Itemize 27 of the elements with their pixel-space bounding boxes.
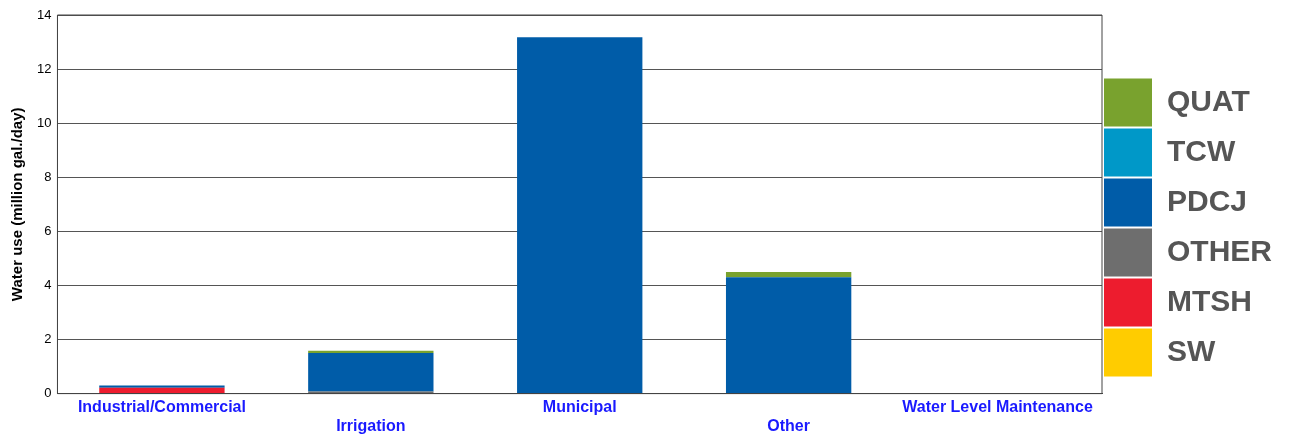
y-tick-label: 0 <box>44 385 52 401</box>
bar <box>725 271 852 278</box>
bar <box>99 385 225 388</box>
x-tick-label: Municipal <box>542 397 617 415</box>
bar <box>725 277 852 394</box>
y-tick-label: 6 <box>44 222 52 238</box>
legend-label: QUAT <box>1167 83 1250 117</box>
legend-label: PDCJ <box>1167 183 1248 217</box>
legend-label: OTHER <box>1167 233 1273 267</box>
y-tick-label: 2 <box>44 331 52 347</box>
y-tick-label: 4 <box>44 277 52 293</box>
legend-label: TCW <box>1167 133 1236 167</box>
x-tick-label: Irrigation <box>336 416 406 434</box>
x-tick-label: Water Level Maintenance <box>902 397 1093 415</box>
y-tick-label: 10 <box>36 114 52 130</box>
bar <box>517 37 643 394</box>
y-tick-label: 8 <box>44 168 52 184</box>
bar <box>308 350 434 354</box>
x-tick-label: Other <box>767 416 810 434</box>
y-tick-label: 12 <box>36 60 52 76</box>
x-tick-label: Industrial/Commercial <box>77 397 246 415</box>
legend-label: SW <box>1167 333 1217 367</box>
y-axis-title: Water use (million gal./day) <box>8 107 26 302</box>
bar <box>308 353 434 392</box>
y-tick-label: 14 <box>36 6 52 22</box>
bar <box>99 387 225 394</box>
legend-label: MTSH <box>1167 283 1252 317</box>
